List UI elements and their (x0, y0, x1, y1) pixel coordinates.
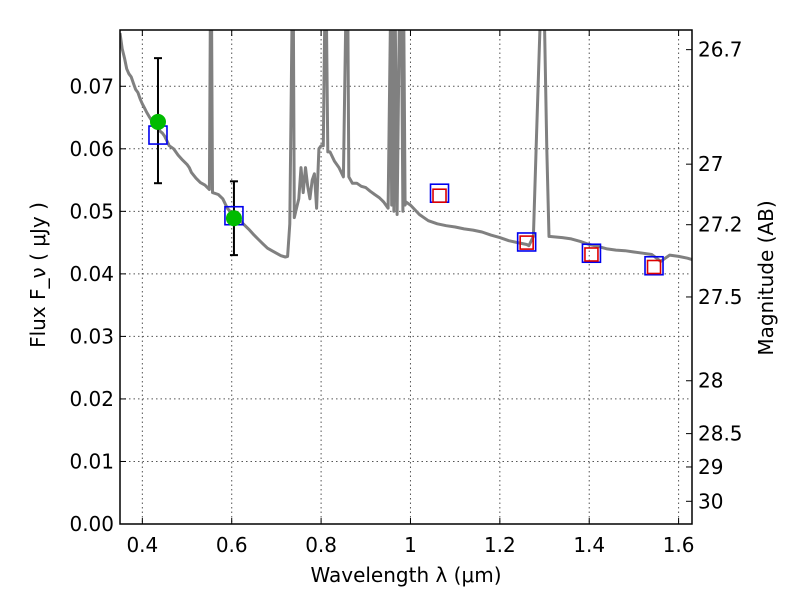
circle-marker (149, 113, 166, 130)
square-marker (516, 232, 537, 252)
y-tick-label: 0.04 (69, 262, 114, 286)
y2-tick-label: 27.5 (698, 285, 743, 309)
y2-tick-labels: 26.7 27 27.2 27.5 28 28.5 29 30 (698, 38, 743, 514)
x-tick-label: 0.6 (216, 533, 248, 557)
circle-marker (225, 210, 242, 227)
x-tick-labels: 0.4 0.6 0.8 1 1.2 1.4 1.6 (126, 533, 694, 557)
y-tick-label: 0.00 (69, 512, 114, 536)
y-tick-labels: 0.00 0.01 0.02 0.03 0.04 0.05 0.06 0.07 (69, 74, 114, 536)
square-marker (432, 188, 447, 204)
y2-tick-label: 28.5 (698, 422, 743, 446)
plot-frame (119, 29, 693, 525)
x-tick-label: 1.6 (663, 533, 695, 557)
data-markers (148, 113, 664, 276)
y-tick-label: 0.01 (69, 449, 114, 473)
y-tick-label: 0.07 (69, 74, 114, 98)
model-spectrum (120, 30, 692, 263)
square-marker (644, 255, 664, 276)
y-tick-label: 0.06 (69, 137, 114, 161)
x-tick-label: 1.2 (484, 533, 516, 557)
square-marker (646, 259, 662, 275)
grid (120, 30, 692, 524)
y-axis-label: Flux F_ν ( μJy ) (26, 202, 50, 348)
error-bars (153, 57, 238, 257)
y2-tick-label: 28 (698, 369, 723, 393)
y-tick-label: 0.02 (69, 387, 114, 411)
square-marker (581, 243, 602, 264)
y2-tick-label: 27.2 (698, 213, 743, 237)
x-tick-label: 1 (404, 533, 417, 557)
y2-tick-label: 29 (698, 455, 723, 479)
y2-tick-label: 26.7 (698, 38, 743, 62)
axis-ticks (120, 30, 692, 525)
square-marker (584, 247, 599, 262)
y-tick-label: 0.03 (69, 324, 114, 348)
y2-tick-label: 27 (698, 152, 723, 176)
spectrum-line (120, 30, 692, 263)
x-tick-label: 0.4 (126, 533, 158, 557)
x-axis-label: Wavelength λ (μm) (310, 563, 501, 587)
square-marker (519, 235, 534, 250)
x-tick-label: 0.8 (305, 533, 337, 557)
x-tick-label: 1.4 (573, 533, 605, 557)
y2-axis-label: Magnitude (AB) (754, 200, 778, 355)
y-tick-label: 0.05 (69, 199, 114, 223)
y2-tick-label: 30 (698, 489, 723, 513)
